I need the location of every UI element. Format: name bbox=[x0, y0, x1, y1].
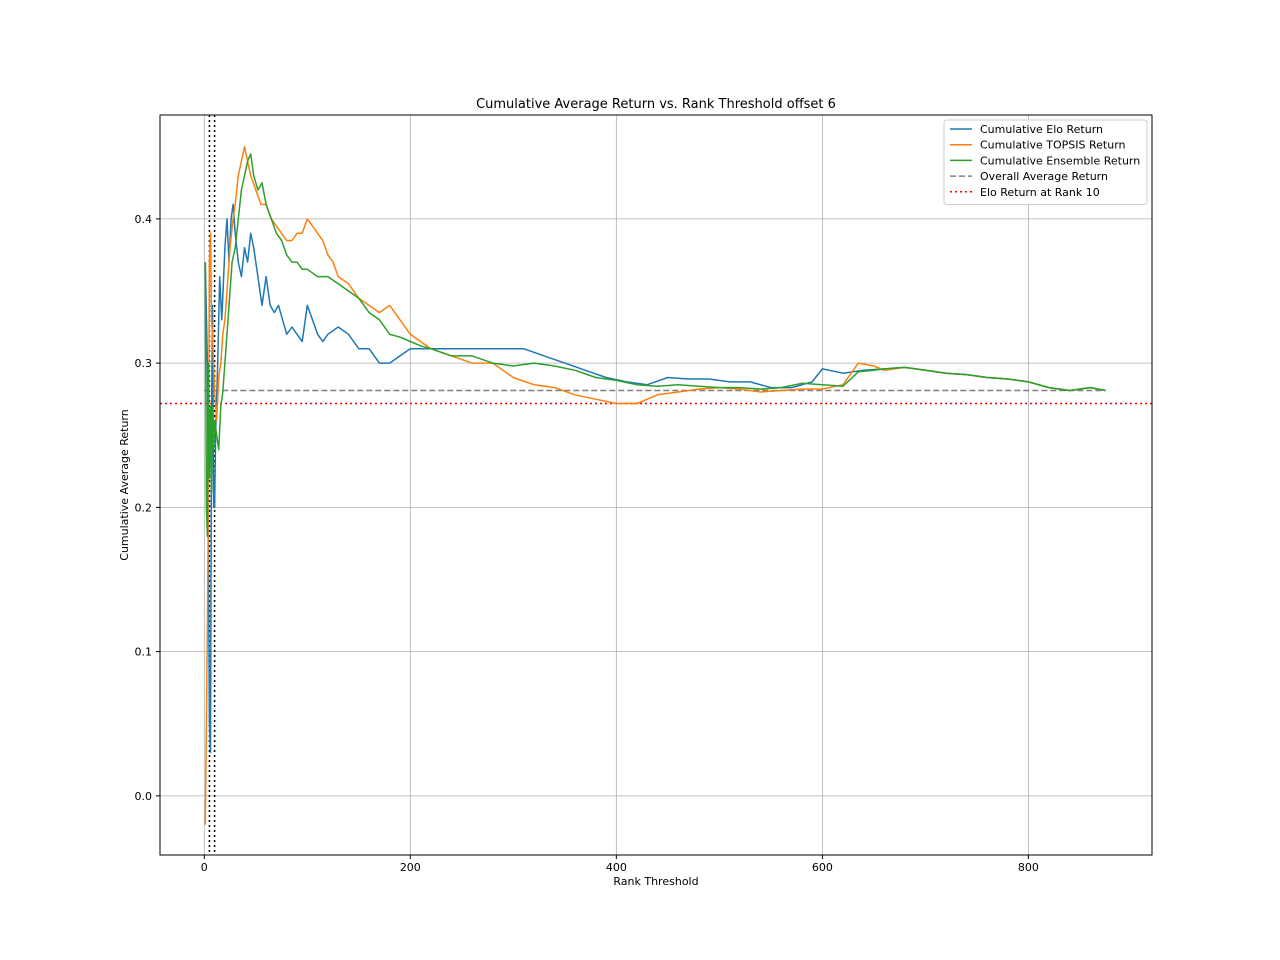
x-tick-label: 800 bbox=[1018, 861, 1039, 874]
legend-label: Elo Return at Rank 10 bbox=[980, 186, 1100, 199]
series-lines bbox=[204, 145, 1106, 825]
x-tick-label: 200 bbox=[400, 861, 421, 874]
x-tick-label: 400 bbox=[606, 861, 627, 874]
legend-label: Overall Average Return bbox=[980, 170, 1108, 183]
series-line-cumulative-ensemble-return bbox=[204, 153, 1106, 537]
x-axis-label: Rank Threshold bbox=[613, 875, 698, 888]
grid bbox=[160, 115, 1152, 855]
y-tick-label: 0.1 bbox=[135, 646, 153, 659]
y-axis-label: Cumulative Average Return bbox=[118, 409, 131, 560]
x-tick-label: 600 bbox=[812, 861, 833, 874]
chart-title: Cumulative Average Return vs. Rank Thres… bbox=[476, 97, 836, 112]
legend-label: Cumulative Elo Return bbox=[980, 123, 1103, 136]
axis-ticks: 0 200 400 600 800 0.0 0.1 0.2 0.3 0.4 bbox=[135, 213, 1039, 874]
legend: Cumulative Elo Return Cumulative TOPSIS R… bbox=[943, 119, 1148, 205]
plot-area-frame bbox=[159, 114, 1153, 856]
y-tick-label: 0.2 bbox=[135, 501, 153, 514]
legend-box bbox=[943, 119, 1148, 205]
series-line-cumulative-elo-return bbox=[204, 203, 1106, 754]
y-tick-label: 0.3 bbox=[135, 357, 153, 370]
legend-label: Cumulative TOPSIS Return bbox=[980, 139, 1126, 152]
y-tick-label: 0.0 bbox=[135, 790, 153, 803]
legend-label: Cumulative Ensemble Return bbox=[980, 154, 1140, 167]
y-tick-label: 0.4 bbox=[135, 213, 153, 226]
x-tick-label: 0 bbox=[201, 861, 208, 874]
